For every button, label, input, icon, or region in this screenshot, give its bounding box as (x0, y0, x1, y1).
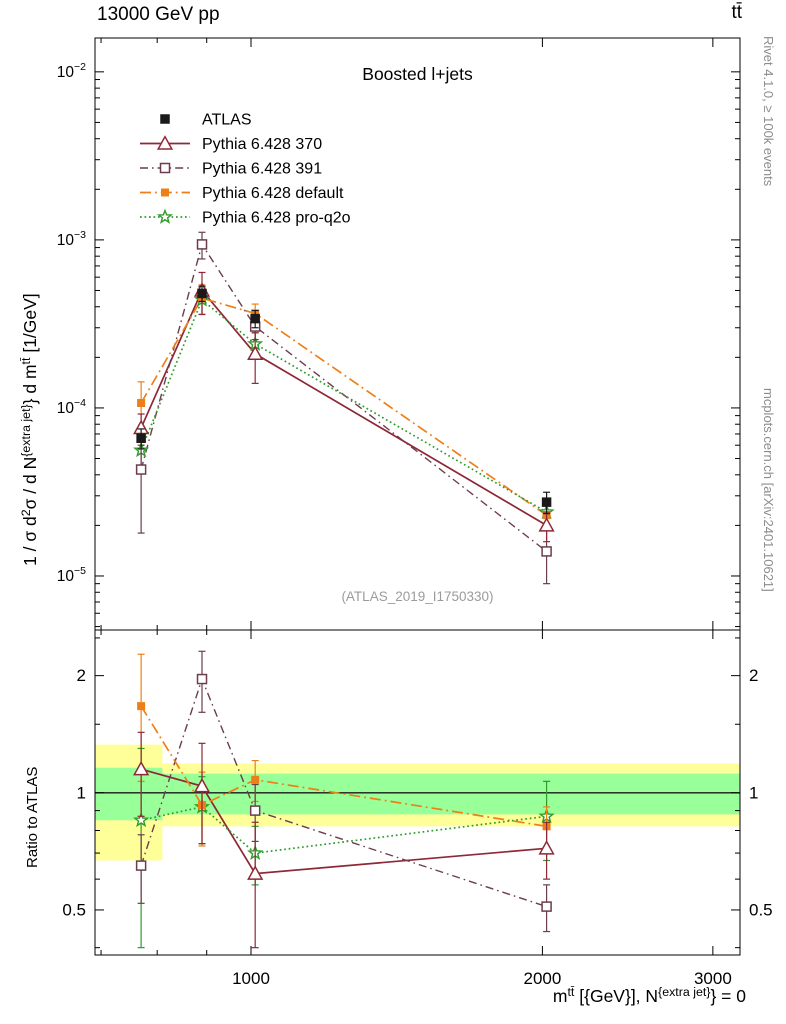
ratio-tick-label-left: 2 (77, 666, 86, 685)
series-line-pythia-default (140, 297, 548, 828)
y-axis-label-ratio: Ratio to ATLAS (24, 766, 41, 868)
green-band-segment (95, 767, 163, 821)
main-panel-frame (94, 37, 741, 631)
y-tick-label: 10−2 (57, 61, 86, 81)
watermark: (ATLAS_2019_I1750330) (341, 589, 493, 604)
series-points-pythia-370 (133, 271, 555, 949)
series-points-atlas (136, 285, 552, 515)
axis-ticks (95, 38, 740, 955)
header-process-label: tt̄ (731, 2, 742, 23)
x-tick-label: 2000 (523, 969, 561, 988)
legend-entry-label: Pythia 6.428 370 (202, 136, 322, 153)
legend-entry-atlas: ATLAS (160, 112, 252, 129)
legend-entry-label: Pythia 6.428 391 (202, 161, 322, 178)
ratio-tick-label-right: 0.5 (749, 900, 773, 919)
legend-entry-pythia-default: Pythia 6.428 default (140, 185, 344, 202)
series-line-pythia-proq2o (140, 298, 548, 854)
ratio-tick-label-left: 1 (77, 783, 86, 802)
ratio-tick-label-right: 2 (749, 666, 758, 685)
legend-entry-label: Pythia 6.428 default (202, 185, 344, 202)
legend-entry-label: ATLAS (202, 112, 252, 129)
ratio-tick-label-left: 0.5 (62, 900, 86, 919)
y-tick-label: 10−4 (57, 397, 86, 417)
panel-title: Boosted l+jets (362, 64, 473, 84)
legend-entry-pythia-391: Pythia 6.428 391 (140, 161, 322, 178)
rivet-version-label: Rivet 4.1.0, ≥ 100k events (761, 36, 776, 187)
tick-labels: 1000 2000 3000 10−2 10−3 10−4 10−5 0.5 0.5 1 1 2 2 (57, 61, 773, 988)
y-tick-label: 10−5 (57, 565, 86, 585)
x-axis-label: mtt̄ [{GeV}], N{extra jet}} = 0 (552, 984, 746, 1006)
legend-entry-pythia-370: Pythia 6.428 370 (140, 135, 322, 153)
header-beam-info: 13000 GeV pp (97, 4, 220, 25)
x-tick-label: 1000 (232, 969, 270, 988)
series-line-pythia-391 (140, 242, 548, 908)
legend-entry-label: Pythia 6.428 pro-q2o (202, 210, 351, 227)
series-points-pythia-proq2o (133, 287, 555, 949)
x-tick-label: 3000 (694, 969, 732, 988)
series-points-pythia-391 (135, 231, 552, 933)
y-axis-label-main: 1 / σ d2σ / d N{extra jet}} d mtt̄ [1/Ge… (18, 293, 40, 566)
ratio-tick-label-right: 1 (749, 783, 758, 802)
y-tick-label: 10−3 (57, 229, 86, 249)
legend: ATLAS Pythia 6.428 370 Pythia 6.428 391 Pyt… (140, 112, 351, 227)
legend-entry-pythia-proq2o: Pythia 6.428 pro-q2o (140, 208, 351, 227)
mcplots-credit-label: mcplots.cern.ch [arXiv:2401.10621] (761, 388, 776, 592)
ratio-uncertainty-bands (95, 744, 741, 861)
